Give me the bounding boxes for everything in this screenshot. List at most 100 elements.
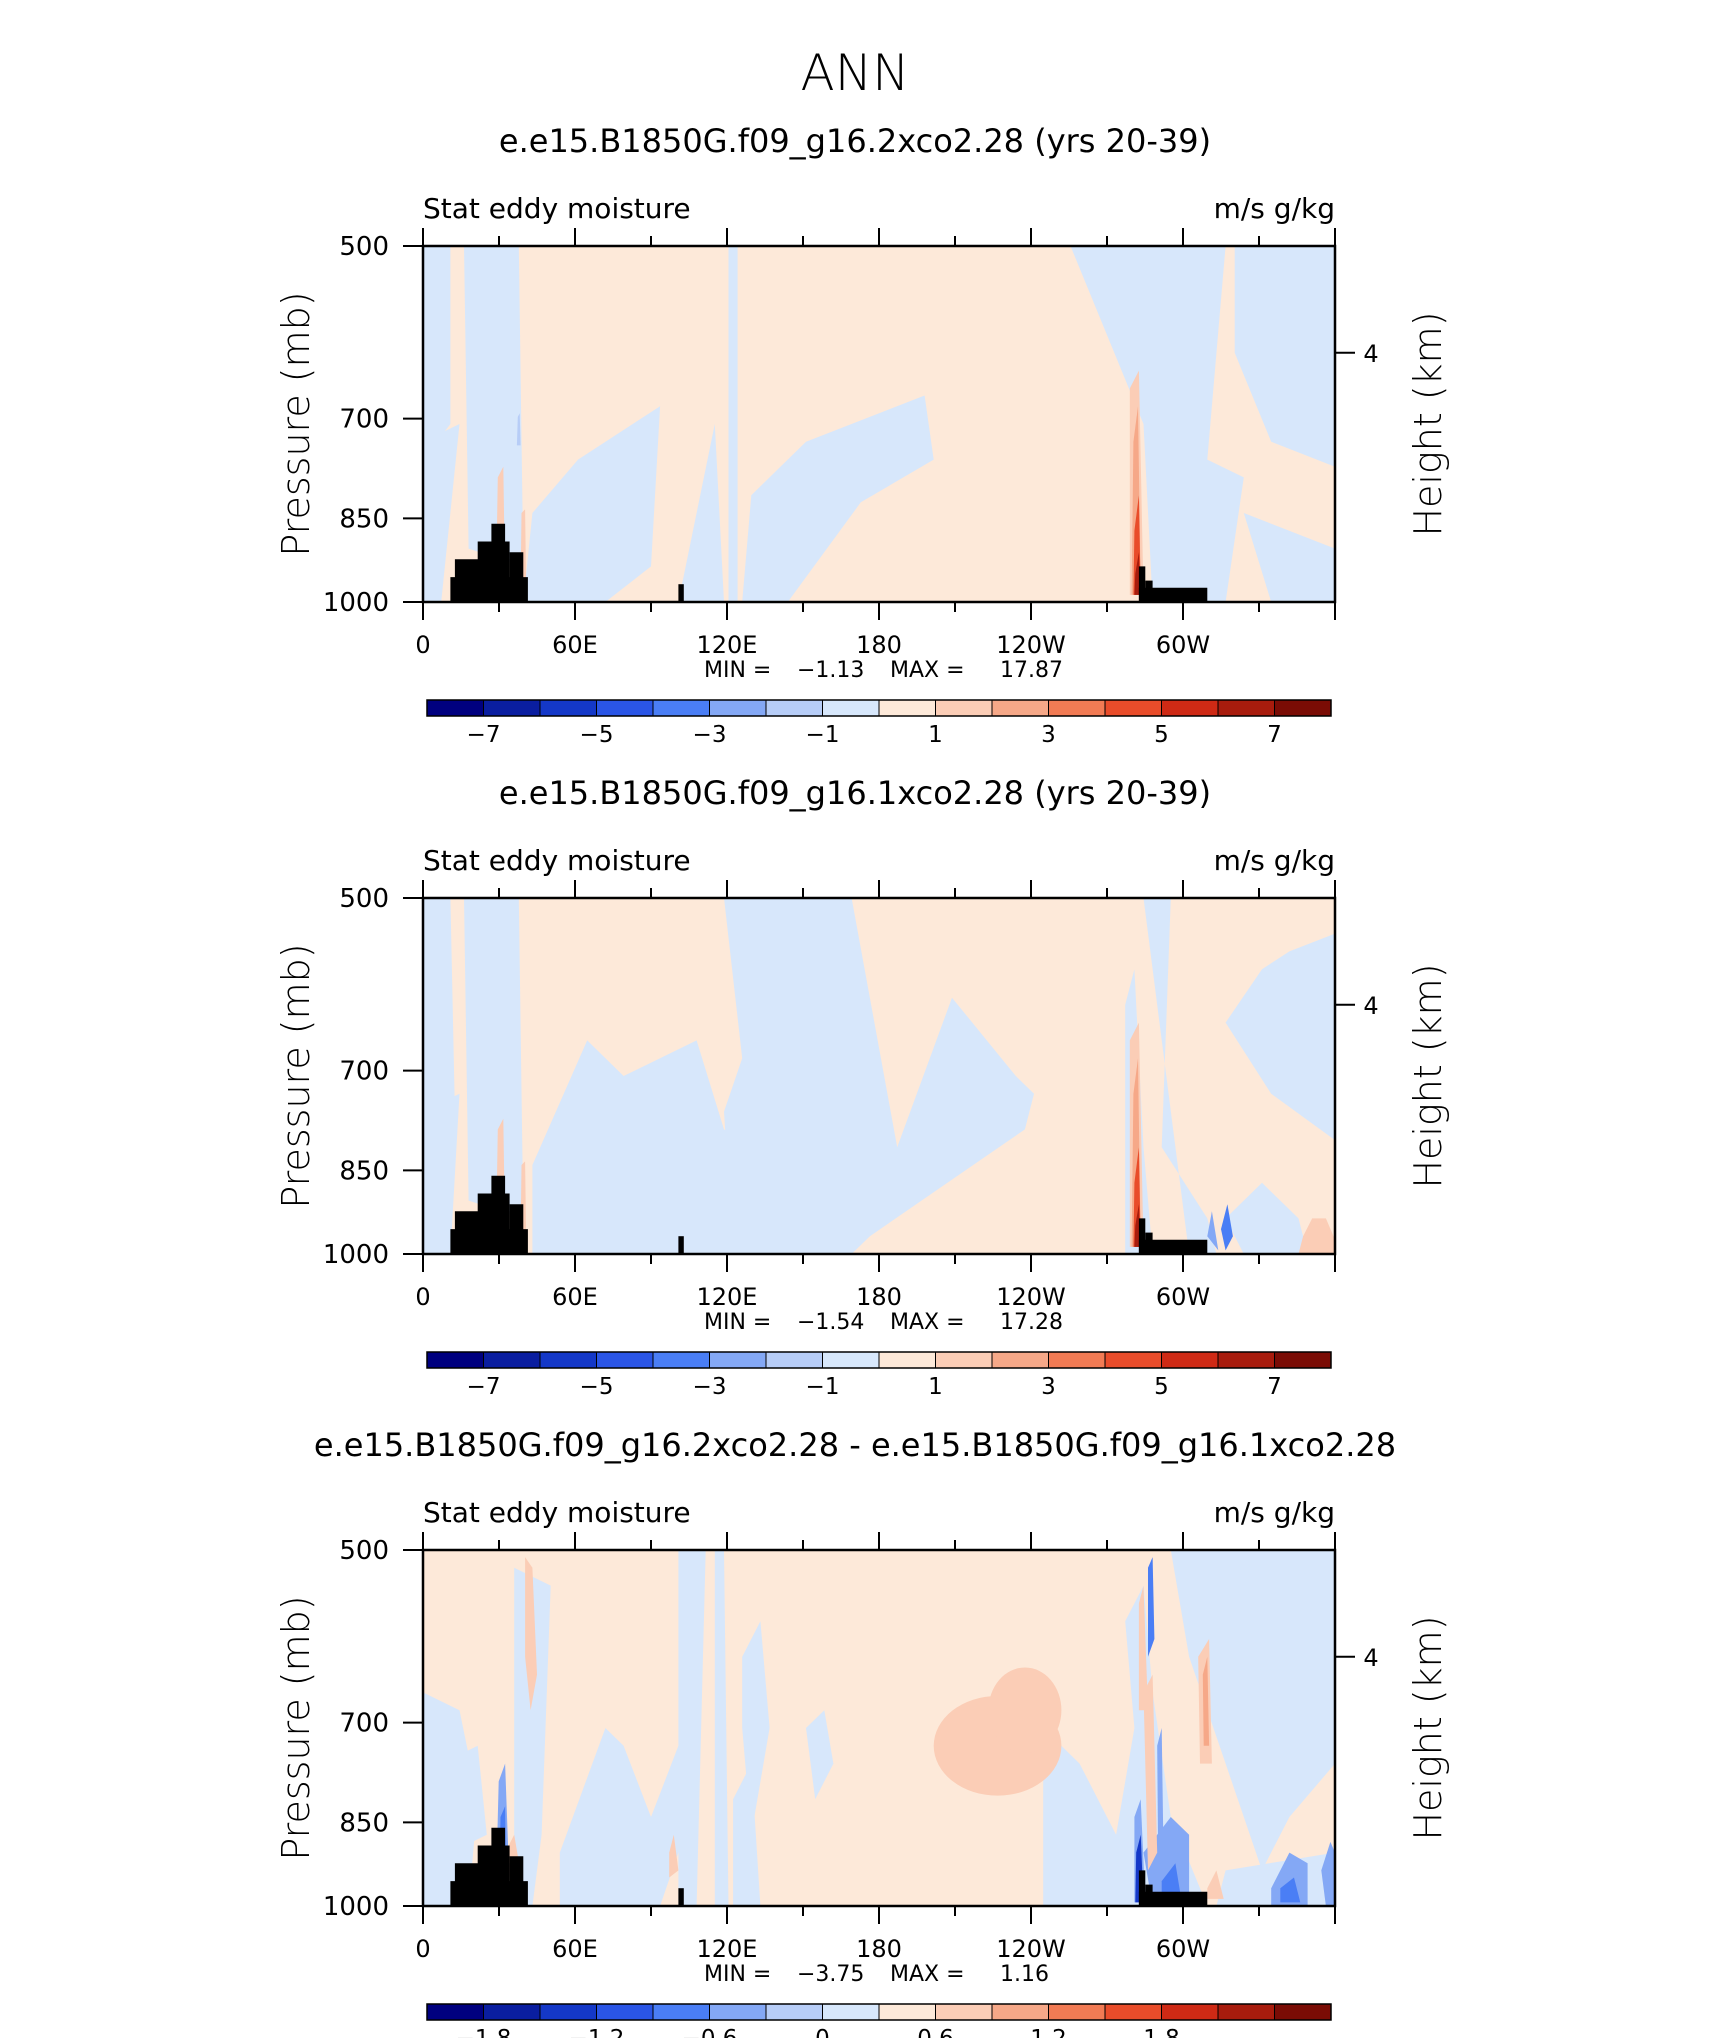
colorbar-swatch (483, 2003, 541, 2021)
contour-region (423, 1093, 460, 1254)
colorbar-swatch (878, 2003, 936, 2021)
max-value: 1.16 (1000, 1962, 1049, 1987)
y-tick-label: 700 (339, 405, 389, 435)
x-tick-label: 120E (697, 1283, 758, 1311)
colorbar-swatch (1217, 1351, 1275, 1369)
contour-region (728, 246, 738, 602)
contour-region (1143, 898, 1217, 1254)
colorbar-swatch (822, 1351, 880, 1369)
y-tick-right-label: 4 (1363, 992, 1378, 1020)
colorbar-label: 0 (815, 2026, 830, 2038)
contour-region (678, 424, 724, 602)
contour-region (1243, 513, 1335, 602)
panel-left-label: Stat eddy moisture (423, 192, 691, 225)
colorbar-swatch (935, 1351, 993, 1369)
colorbar-swatch (1104, 699, 1162, 717)
panel-title: e.e15.B1850G.f09_g16.1xco2.28 (yrs 20-39… (499, 774, 1211, 812)
contour-region (559, 1728, 697, 1906)
colorbar-label: 7 (1267, 722, 1282, 748)
x-tick-label: 60W (1156, 631, 1210, 659)
y-axis-right-title: Height (km) (1406, 1615, 1450, 1840)
topography-mask (678, 1236, 684, 1254)
colorbar-frame (426, 2003, 1332, 2021)
colorbar-swatch (483, 1351, 541, 1369)
min-label: MIN = (704, 658, 771, 683)
contour-region (1225, 1182, 1308, 1254)
topography-mask (678, 584, 684, 602)
x-tick-label: 120E (697, 1935, 758, 1963)
max-label: MAX = (890, 1962, 965, 1987)
contour-region (516, 413, 521, 446)
topography-mask (491, 523, 506, 602)
contour-region (1280, 1877, 1301, 1903)
colorbar-label: 1.8 (1143, 2026, 1180, 2038)
colorbar-swatch (539, 2003, 597, 2021)
contour-region (423, 246, 451, 460)
colorbar-swatch (1217, 699, 1275, 717)
chart-panel-1: e.e15.B1850G.f09_g16.2xco2.28 (yrs 20-39… (274, 122, 1450, 748)
colorbar-swatch (426, 2003, 484, 2021)
y-tick-label: 850 (339, 1808, 389, 1838)
chart-panel-3: e.e15.B1850G.f09_g16.2xco2.28 - e.e15.B1… (274, 1426, 1450, 2038)
contour-region (441, 1745, 487, 1853)
x-tick-label: 180 (856, 1283, 902, 1311)
chart-panel-2: e.e15.B1850G.f09_g16.1xco2.28 (yrs 20-39… (274, 774, 1450, 1400)
colorbar-swatch (1104, 1351, 1162, 1369)
colorbar-swatch (483, 699, 541, 717)
x-tick-label: 120E (697, 631, 758, 659)
y-tick-label: 500 (339, 1536, 389, 1566)
colorbar-swatch (991, 699, 1049, 717)
colorbar-swatch (1161, 699, 1219, 717)
x-tick-label: 120W (996, 631, 1066, 659)
colorbar-label: −7 (467, 722, 501, 748)
x-tick-label: 60W (1156, 1935, 1210, 1963)
topography-mask (1138, 587, 1208, 602)
topography-mask (1138, 1218, 1146, 1254)
x-tick-label: 60E (552, 631, 598, 659)
y-tick-right-label: 4 (1363, 1644, 1378, 1672)
contour-region (742, 395, 934, 602)
x-tick-label: 60E (552, 1935, 598, 1963)
colorbar-swatch (991, 2003, 1049, 2021)
contour-region (714, 1550, 729, 1906)
colorbar-frame (426, 699, 1332, 717)
contour-region (942, 898, 1053, 1005)
colorbar-swatch (539, 699, 597, 717)
colorbar-swatch (765, 1351, 823, 1369)
y-axis-title: Pressure (mb) (274, 943, 318, 1208)
colorbar-swatch (1048, 2003, 1106, 2021)
colorbar-swatch (935, 2003, 993, 2021)
colorbar-swatch (1048, 699, 1106, 717)
contour-region (514, 1567, 551, 1906)
x-tick-label: 60E (552, 1283, 598, 1311)
colorbar-swatch (765, 699, 823, 717)
colorbar-label: 3 (1041, 722, 1056, 748)
y-tick-right-label: 4 (1363, 340, 1378, 368)
y-tick-label: 500 (339, 884, 389, 914)
contour-region (1321, 1841, 1335, 1906)
contour-region (733, 1763, 761, 1906)
y-tick-label: 700 (339, 1057, 389, 1087)
colorbar-swatch (822, 699, 880, 717)
colorbar-label: −5 (580, 722, 614, 748)
colorbar-swatch (652, 699, 710, 717)
panel-title: e.e15.B1850G.f09_g16.2xco2.28 - e.e15.B1… (314, 1426, 1396, 1464)
contour-region (1202, 1656, 1210, 1746)
contour-region (1207, 1870, 1224, 1899)
colorbar-swatch (878, 1351, 936, 1369)
colorbar-label: −7 (467, 1374, 501, 1400)
contour-region (1170, 1550, 1335, 1871)
min-value: −3.75 (797, 1962, 864, 1987)
colorbar-swatch (1161, 2003, 1219, 2021)
x-tick-label: 120W (996, 1935, 1066, 1963)
max-value: 17.87 (1000, 658, 1063, 683)
x-tick-label: 180 (856, 1935, 902, 1963)
colorbar-swatch (1048, 1351, 1106, 1369)
colorbar-swatch (652, 2003, 710, 2021)
contour-region (423, 424, 460, 602)
min-value: −1.13 (797, 658, 864, 683)
colorbar-swatch (426, 1351, 484, 1369)
contour-region (1221, 1204, 1233, 1251)
contour-region (806, 1710, 834, 1800)
